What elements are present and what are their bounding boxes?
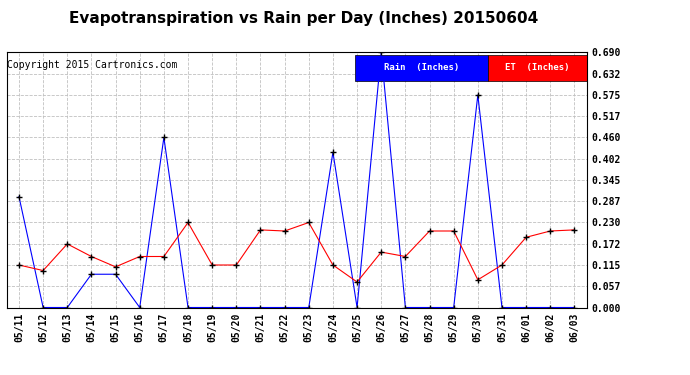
FancyBboxPatch shape <box>355 55 488 81</box>
Text: Evapotranspiration vs Rain per Day (Inches) 20150604: Evapotranspiration vs Rain per Day (Inch… <box>69 11 538 26</box>
Text: ET  (Inches): ET (Inches) <box>505 63 569 72</box>
FancyBboxPatch shape <box>488 55 586 81</box>
Text: Copyright 2015 Cartronics.com: Copyright 2015 Cartronics.com <box>8 60 178 70</box>
Text: Rain  (Inches): Rain (Inches) <box>384 63 459 72</box>
